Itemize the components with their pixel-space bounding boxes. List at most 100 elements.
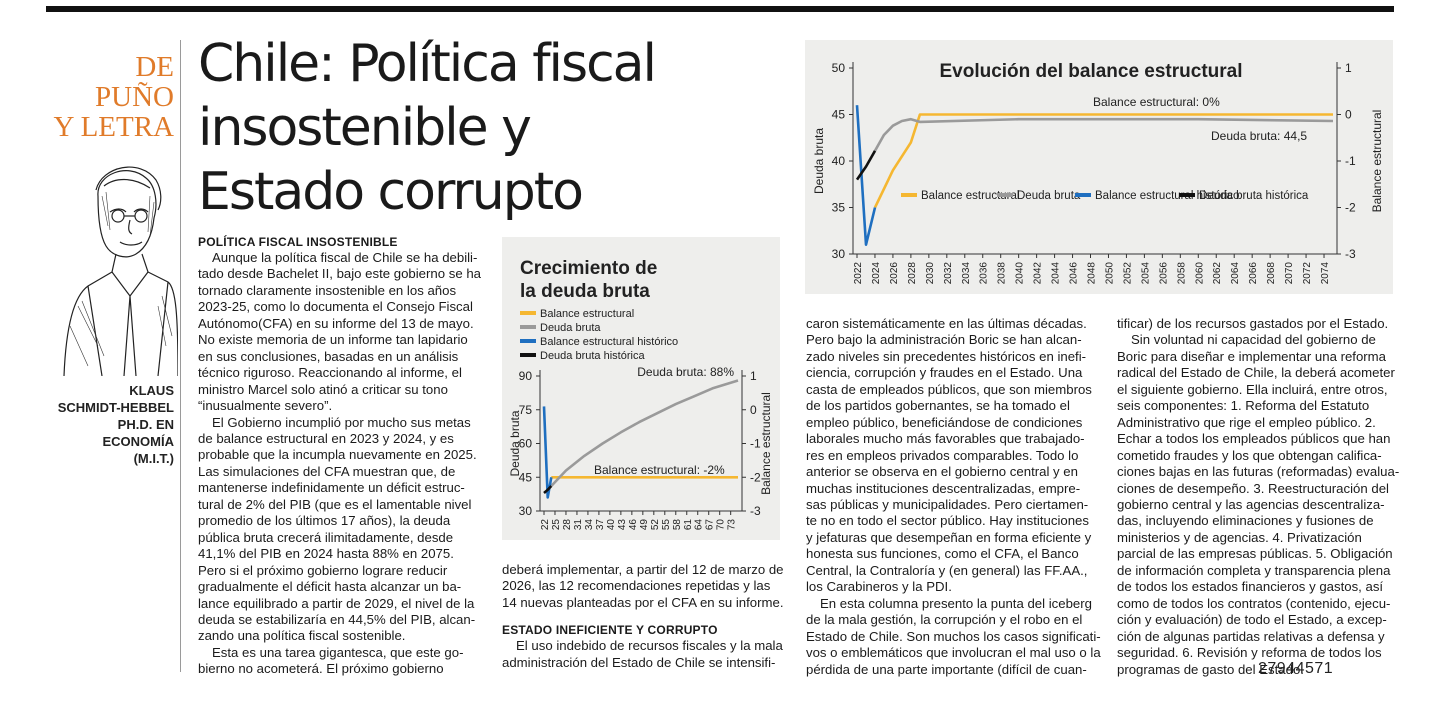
series-line-2	[855, 105, 877, 246]
text-line: 14 nuevas planteadas por el CFA en su in…	[502, 594, 784, 610]
x-tick-label: 2022	[853, 262, 864, 285]
x-tick-label: 52	[650, 519, 661, 531]
text-line: tificar) de los recursos gastados por el…	[1117, 316, 1389, 331]
text-line: ción y evaluación) de todo el Estado, a …	[1117, 612, 1387, 628]
byline-line: SCHMIDT-HEBBEL	[57, 400, 174, 415]
text-line: los Carabineros y la PDI.	[806, 579, 952, 595]
x-tick-label: 2030	[925, 262, 936, 285]
chart-balance-estructural: Evolución del balance estructural 30 35 40 4…	[805, 40, 1393, 294]
text-line: parcial de las empresas públicas. 5. Obl…	[1117, 546, 1393, 562]
y-axis-label-left: Deuda bruta	[508, 410, 522, 476]
clipping-id: 27944571	[1258, 660, 1334, 677]
top-rule	[46, 6, 1394, 12]
byline-line: (M.I.T.)	[133, 451, 174, 466]
y-axis-label-right: Balance estructural	[759, 392, 773, 495]
byline-line: PH.D. EN	[117, 417, 174, 432]
chart-annotation: Balance estructural: 0%	[1093, 95, 1220, 109]
kicker-line: Y LETRA	[53, 111, 174, 143]
x-tick-label: 2040	[1015, 262, 1026, 285]
text-line: de la mala gestión, la corrupción y el r…	[806, 612, 1083, 628]
text-line: laborales mucho más favorables que traba…	[806, 431, 1085, 447]
column-2-text: deberá implementar, a partir del 12 de m…	[502, 562, 787, 611]
x-tick-label: 2070	[1284, 262, 1295, 285]
y-tick-label-left: 50	[832, 61, 846, 75]
text-line: caron sistemáticamente en las últimas dé…	[806, 316, 1087, 331]
x-tick-label: 2060	[1194, 262, 1205, 285]
text-line: vos o emblemáticos que involucran el mal…	[806, 645, 1101, 661]
x-tick-label: 2034	[961, 262, 972, 285]
y-tick-label-left: 30	[832, 247, 846, 261]
y-tick-label-left: 75	[519, 403, 533, 417]
y-tick-label-right: 0	[1345, 108, 1352, 122]
x-tick-label: 70	[716, 519, 727, 531]
x-tick-label: 31	[573, 519, 584, 531]
series-line-2	[542, 406, 553, 499]
kicker-line: PUÑO	[95, 81, 174, 113]
y-tick-label-left: 45	[519, 470, 533, 484]
series-line-3	[543, 485, 553, 494]
x-tick-label: 2064	[1230, 262, 1241, 285]
legend-label: Deuda bruta histórica	[540, 350, 645, 362]
text-line: de balance estructural en 2023 y 2024, y…	[198, 430, 454, 446]
text-line: En esta columna presento la punta del ic…	[820, 595, 1092, 611]
y-axis-label-right: Balance estructural	[1370, 110, 1384, 213]
y-tick-label-left: 30	[519, 504, 533, 518]
text-line: administración del Estado de Chile se in…	[502, 654, 776, 670]
series-line-1	[873, 117, 1334, 152]
chart-title: Evolución del balance estructural	[939, 61, 1242, 82]
text-line: seis componentes: 1. Reforma del Estatut…	[1117, 398, 1370, 414]
text-line: como de todos los contratos (contenido, …	[1117, 595, 1391, 611]
x-tick-label: 2068	[1266, 262, 1277, 285]
chart-title: Crecimiento de	[520, 258, 657, 279]
x-tick-label: 73	[727, 519, 738, 531]
y-tick-label-left: 60	[519, 437, 533, 451]
text-line: de todos los estados financieros y gasto…	[1117, 579, 1384, 595]
series-line-3	[855, 150, 877, 181]
x-tick-label: 2050	[1104, 262, 1115, 285]
chart-title: la deuda bruta	[520, 281, 650, 302]
x-tick-label: 37	[595, 519, 606, 531]
text-line: Las simulaciones del CFA muestran que, d…	[198, 463, 456, 479]
text-line: y jefaturas que desempeñan en forma efic…	[806, 529, 1092, 545]
y-tick-label-right: 1	[1345, 61, 1352, 75]
text-line: No existe memoria de un informe tan lapi…	[198, 332, 468, 348]
x-tick-label: 34	[584, 519, 595, 531]
x-tick-label: 64	[694, 519, 705, 531]
legend-label: Deuda bruta histórica	[1199, 190, 1309, 202]
text-line: Central, la Contraloría y (en general) l…	[806, 562, 1088, 578]
text-line: Autónomo(CFA) en su informe del 13 de ma…	[198, 315, 474, 331]
headline-line: insostenible y	[198, 98, 532, 158]
text-line: honesta sus funciones, como el CFA, el B…	[806, 546, 1079, 562]
series-line-0	[873, 113, 1333, 209]
chart-annotation: Deuda bruta: 88%	[637, 365, 734, 379]
column-1-text: Aunque la política fiscal de Chile se ha…	[198, 250, 488, 678]
text-line: Sin voluntad ni capacidad del gobierno d…	[1131, 332, 1376, 348]
x-tick-label: 2062	[1212, 262, 1223, 285]
text-line: cometido fraudes y los que obtengan cali…	[1117, 447, 1382, 463]
text-line: ciencia, corrupción y fraudes en el Esta…	[806, 365, 1083, 381]
text-line: pérdida de una parte importante (difícil…	[806, 661, 1087, 677]
x-tick-label: 2054	[1140, 262, 1151, 285]
column-divider	[180, 40, 181, 672]
text-line: Aunque la política fiscal de Chile se ha…	[212, 250, 478, 265]
text-line: tornado claramente insostenible en los a…	[198, 282, 457, 298]
text-line: Boric para diseñar e implementar una ref…	[1117, 348, 1387, 364]
x-tick-label: 40	[606, 519, 617, 531]
y-tick-label-right: -3	[750, 504, 761, 518]
x-tick-label: 2044	[1051, 262, 1062, 285]
column-4-text: tificar) de los recursos gastados por el…	[1117, 316, 1407, 678]
legend-label: Balance estructural histórico	[540, 336, 678, 348]
y-tick-label-right: -1	[750, 437, 761, 451]
text-line: El uso indebido de recursos fiscales y l…	[516, 638, 783, 654]
legend-label: Balance estructural	[921, 190, 1019, 202]
text-line: tural de 2% del PIB (que es el lamentabl…	[198, 496, 472, 512]
y-tick-label-right: -2	[750, 470, 761, 484]
text-line: lance equilibrado a partir de 2029, el n…	[198, 595, 475, 611]
x-tick-label: 22	[540, 519, 551, 531]
x-tick-label: 2028	[907, 262, 918, 285]
text-line: El Gobierno incumplió por mucho sus meta…	[212, 414, 471, 430]
x-tick-label: 25	[551, 519, 562, 531]
text-line: muchas instituciones descentralizadas, e…	[806, 480, 1081, 496]
text-line: ministerios y de agencias. 4. Privatizac…	[1117, 529, 1362, 545]
